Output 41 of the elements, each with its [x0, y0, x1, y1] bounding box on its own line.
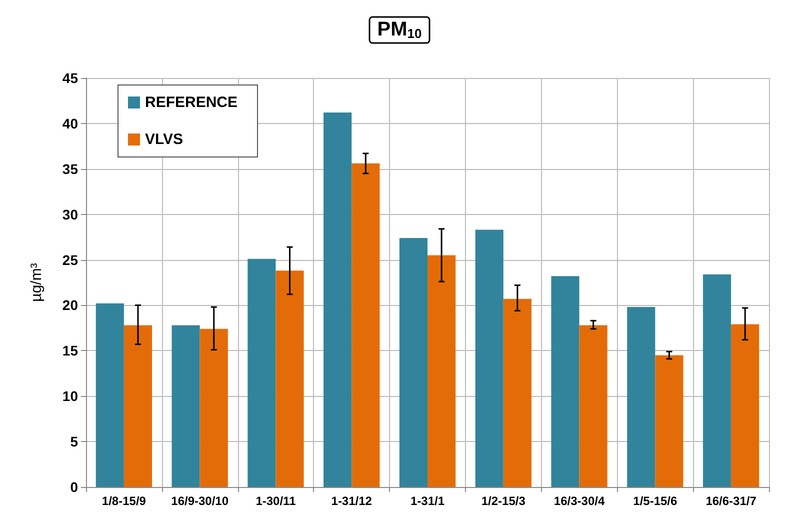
- bar: [551, 276, 580, 487]
- bar: [655, 355, 684, 487]
- bar: [428, 255, 456, 487]
- bar: [124, 325, 152, 487]
- x-tick-label: 1-31/1: [410, 494, 445, 508]
- x-tick-label: 1/8-15/9: [102, 494, 146, 508]
- bar: [172, 325, 200, 487]
- y-tick-label: 10: [62, 388, 78, 404]
- bar: [276, 270, 304, 487]
- y-tick-label: 5: [70, 434, 78, 450]
- bar: [399, 238, 428, 487]
- x-tick-label: 16/9-30/10: [171, 494, 229, 508]
- y-tick-label: 30: [62, 206, 78, 222]
- legend-label: REFERENCE: [145, 94, 238, 111]
- chart-title: PM10: [377, 18, 422, 41]
- y-tick-label: 45: [62, 70, 78, 86]
- y-tick-label: 40: [62, 115, 78, 132]
- y-tick-label: 20: [62, 297, 78, 314]
- bar: [475, 230, 504, 487]
- y-tick-label: 0: [70, 479, 78, 495]
- x-tick-label: 16/3-30/4: [554, 494, 605, 508]
- bar: [627, 307, 656, 487]
- y-tick-label: 15: [62, 342, 78, 359]
- x-tick-label: 1/2-15/3: [481, 494, 526, 508]
- bar: [702, 274, 732, 487]
- bar: [324, 112, 352, 487]
- bar: [352, 163, 380, 487]
- bar: [248, 258, 276, 487]
- bar: [731, 324, 760, 487]
- y-axis-title: µg/m³: [28, 263, 45, 302]
- bar: [579, 325, 608, 487]
- bar: [200, 328, 228, 487]
- x-tick-label: 1-31/12: [331, 494, 372, 508]
- x-tick-label: 1-30/11: [256, 494, 296, 508]
- y-tick-label: 25: [62, 252, 78, 268]
- bar: [96, 303, 124, 487]
- bar: [503, 298, 532, 487]
- x-tick-label: 16/6-31/7: [706, 494, 757, 508]
- x-tick-label: 1/5-15/6: [633, 494, 678, 508]
- y-tick-label: 35: [62, 160, 78, 177]
- legend-label: VLVS: [145, 131, 184, 148]
